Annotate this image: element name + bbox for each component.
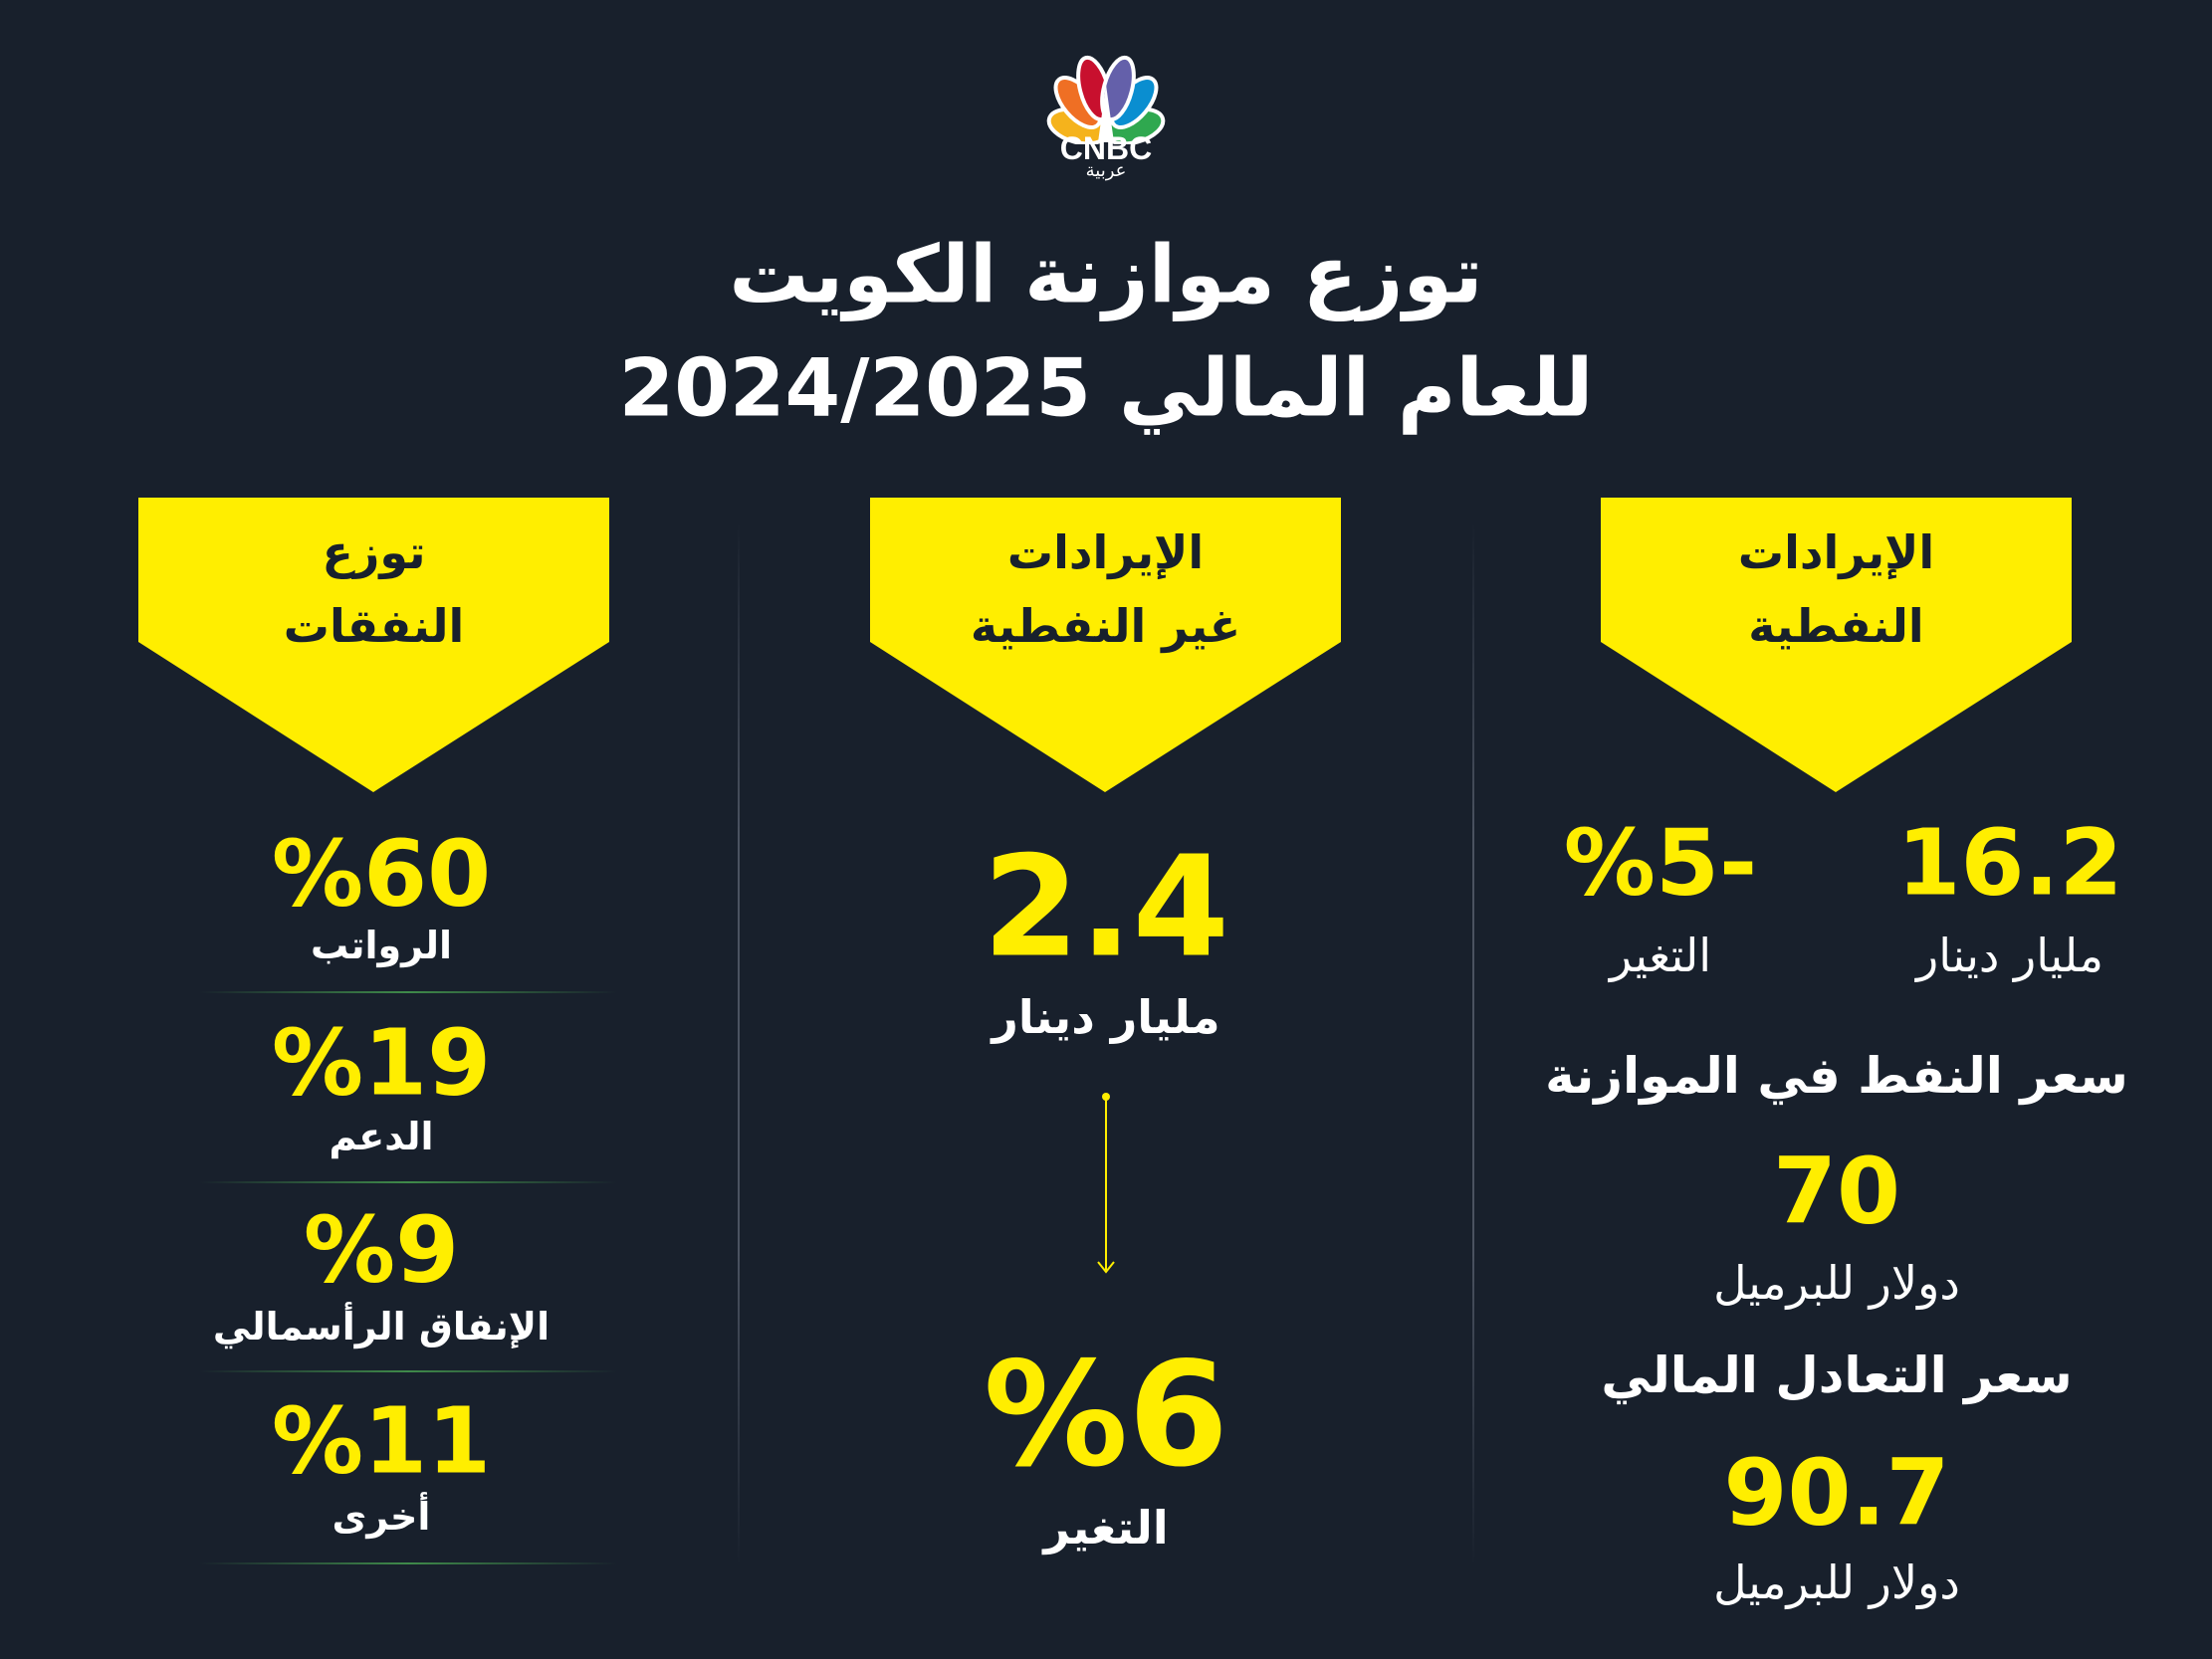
banner-line-1: توزع xyxy=(322,525,426,579)
divider xyxy=(199,1562,617,1564)
non-oil-revenue-unit: مليار دينار xyxy=(992,990,1220,1044)
breakeven-title: سعر التعادل المالي xyxy=(1601,1347,2073,1404)
breakeven-unit: دولار للبرميل xyxy=(1713,1555,1960,1609)
non-oil-change-label: التغير xyxy=(1043,1501,1169,1555)
subsidies-value: %19 xyxy=(271,1009,492,1117)
banner-line-1: الإيرادات xyxy=(1006,525,1205,579)
logo-subtitle: عربية xyxy=(1085,160,1127,181)
peacock-icon xyxy=(1046,55,1166,146)
banner-line-2: غير النفطية xyxy=(970,599,1241,653)
subsidies-label: الدعم xyxy=(329,1115,434,1158)
oil-price-unit: دولار للبرميل xyxy=(1713,1256,1960,1310)
capex-value: %9 xyxy=(303,1196,460,1304)
salaries-value: %60 xyxy=(271,820,492,928)
divider xyxy=(199,1370,617,1372)
banner-non-oil-revenue: الإيرادات غير النفطية xyxy=(870,498,1341,792)
non-oil-change-value: %6 xyxy=(983,1331,1229,1500)
capex-label: الإنفاق الرأسمالي xyxy=(212,1305,551,1348)
title-line-1: توزع موازنة الكويت xyxy=(729,228,1483,321)
divider xyxy=(199,1181,617,1183)
other-label: أخرى xyxy=(332,1495,431,1539)
oil-price-title: سعر النفط في الموازنة xyxy=(1545,1047,2128,1105)
column-divider xyxy=(738,521,740,1566)
banner-expenses: توزع النفقات xyxy=(138,498,609,792)
column-divider xyxy=(1472,521,1474,1566)
other-value: %11 xyxy=(271,1387,492,1495)
title-line-2: للعام المالي 2024/2025 xyxy=(618,341,1594,435)
banner-line-2: النفقات xyxy=(283,599,465,653)
oil-change-value: %5- xyxy=(1563,809,1758,917)
divider xyxy=(199,991,617,993)
oil-price-value: 70 xyxy=(1772,1138,1901,1245)
banner-oil-revenue: الإيرادات النفطية xyxy=(1601,498,2072,792)
breakeven-value: 90.7 xyxy=(1723,1439,1950,1547)
salaries-label: الرواتب xyxy=(310,924,453,967)
arrow-down-icon xyxy=(1097,1093,1115,1274)
oil-revenue-value: 16.2 xyxy=(1896,809,2123,917)
cnbc-arabia-logo: CNBC عربية xyxy=(1036,55,1176,181)
non-oil-revenue-value: 2.4 xyxy=(982,826,1230,989)
banner-line-1: الإيرادات xyxy=(1737,525,1935,579)
oil-change-label: التغير xyxy=(1609,929,1712,982)
oil-revenue-unit: مليار دينار xyxy=(1916,929,2103,982)
banner-line-2: النفطية xyxy=(1748,599,1924,653)
logo-text: CNBC xyxy=(1059,130,1153,166)
